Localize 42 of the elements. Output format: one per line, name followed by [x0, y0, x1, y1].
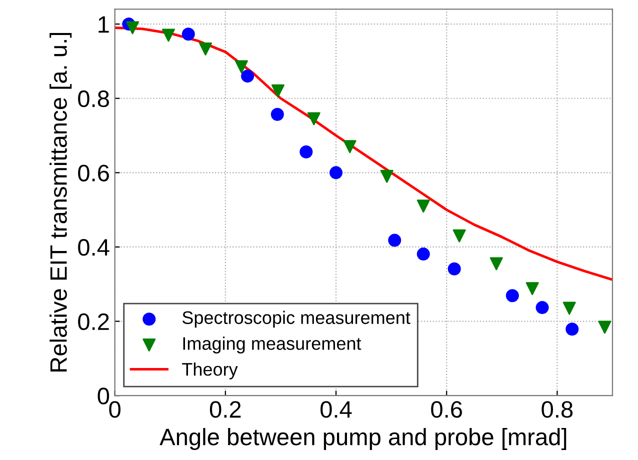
line-series [114, 26, 612, 281]
point [380, 170, 394, 183]
y-tick-label: 0.6 [78, 164, 109, 182]
point [526, 282, 539, 296]
y-tick-label: 0.4 [78, 239, 110, 256]
y-tick-label: 1 [98, 16, 109, 33]
point [271, 84, 284, 98]
point [388, 234, 402, 247]
point [270, 108, 284, 121]
x-tick-label: 0.4 [320, 401, 352, 418]
y-axis-title: Relative EIT transmittance [a. u.] [50, 33, 72, 372]
x-tick-label: 0.2 [210, 401, 241, 418]
point [182, 28, 195, 41]
point [343, 140, 356, 154]
point [300, 145, 313, 158]
x-tick-label: 0.6 [431, 401, 462, 418]
x-tick-label: 0.8 [542, 401, 573, 418]
point [416, 248, 430, 261]
legend-label: Theory [182, 362, 238, 380]
point [506, 289, 519, 302]
legend-label: Spectroscopic measurement [182, 310, 410, 328]
point [448, 262, 461, 276]
point [126, 21, 140, 34]
point [199, 42, 212, 56]
point [598, 320, 612, 334]
point [562, 302, 576, 315]
point [234, 60, 248, 74]
x-axis-title: Angle between pump and probe [mrad] [160, 428, 566, 450]
y-tick-label: 0.2 [78, 313, 109, 330]
point [307, 112, 320, 126]
point [452, 229, 466, 242]
legend-label: Imaging measurement [183, 336, 362, 354]
point [330, 166, 343, 180]
point [566, 322, 579, 336]
point [162, 28, 175, 42]
y-tick-label: 0.8 [78, 90, 109, 108]
x-tick-label: 0 [109, 401, 120, 418]
y-tick-label: 0 [98, 388, 110, 404]
point [416, 200, 430, 213]
point [241, 70, 254, 83]
point [490, 257, 503, 270]
point [536, 301, 549, 314]
